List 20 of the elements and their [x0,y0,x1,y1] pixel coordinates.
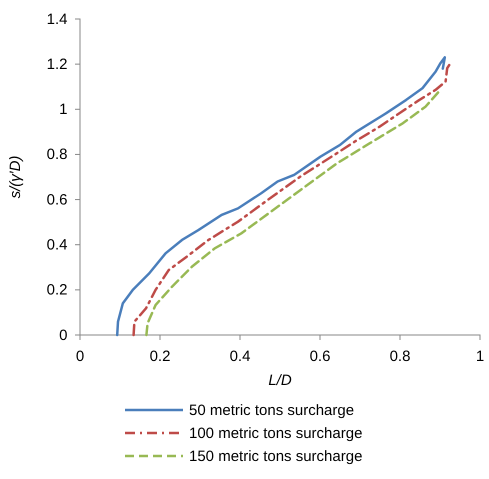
y-tick-label: 0.4 [46,236,68,254]
legend-label: 100 metric tons surcharge [189,425,362,442]
x-tick-label: 0.4 [230,348,250,365]
legend-label: 50 metric tons surcharge [189,402,354,419]
x-tick-label: 0.2 [150,348,170,365]
x-tick-label: 0.6 [310,348,330,365]
y-axis-title: s/(γ′D) [7,156,24,198]
line-series [145,88,442,336]
x-tick-label: 0.8 [390,348,410,365]
x-axis-title: L/D [268,372,292,389]
legend-label: 150 metric tons surcharge [189,448,362,465]
y-tick-label: 1.4 [46,10,68,28]
y-tick-label: 0.6 [46,191,68,208]
y-tick-label: 0.8 [46,146,68,164]
x-tick-label: 0 [76,348,84,365]
y-tick-label: 0 [59,326,68,344]
y-tick-label: 0.2 [46,282,68,299]
y-tick-label: 1 [59,101,68,118]
x-tick-label: 1 [476,348,484,365]
y-tick-label: 1.2 [46,56,68,73]
